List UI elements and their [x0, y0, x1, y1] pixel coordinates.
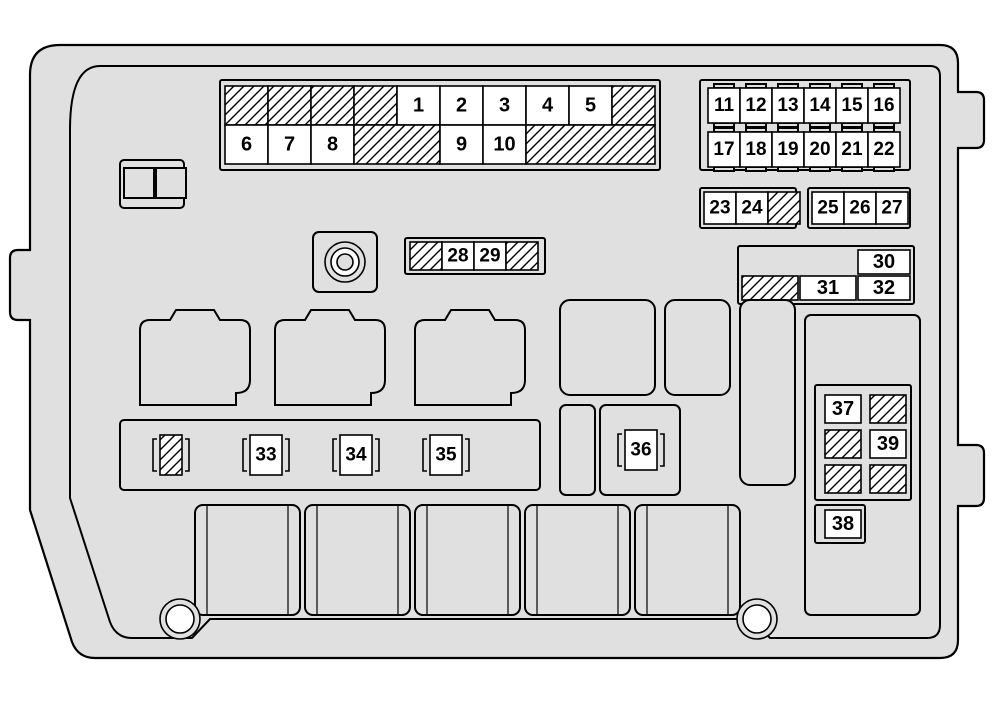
fuse-blank — [354, 86, 397, 125]
fuse-blank — [768, 192, 800, 224]
fuse-label-18: 18 — [745, 139, 766, 160]
fuse-label-36: 36 — [630, 440, 651, 461]
fuse-label-17: 17 — [713, 139, 734, 160]
fuse-label-28: 28 — [447, 246, 468, 267]
fuse-label-25: 25 — [817, 198, 839, 219]
fuse-blank — [311, 86, 354, 125]
fuse-label-21: 21 — [841, 139, 863, 160]
fuse-blank — [825, 430, 861, 458]
relay — [140, 310, 250, 405]
fuse-label-38: 38 — [832, 513, 854, 535]
fuse-label-3: 3 — [499, 95, 510, 117]
fuse-label-27: 27 — [881, 198, 902, 219]
fuse-blank — [268, 86, 311, 125]
fuse-label-1: 1 — [413, 95, 424, 117]
fuse-label-31: 31 — [817, 277, 839, 299]
fuse-label-32: 32 — [873, 277, 895, 299]
fuse-label-24: 24 — [741, 198, 763, 219]
fuse-slot — [742, 276, 798, 300]
fuse-label-34: 34 — [345, 445, 367, 466]
fuse-blank — [225, 86, 268, 125]
fuse-label-33: 33 — [255, 445, 276, 466]
fuse-label-7: 7 — [284, 134, 295, 156]
fuse-label-39: 39 — [877, 433, 899, 455]
fuse-label-13: 13 — [777, 95, 798, 116]
fuse-label-2: 2 — [456, 95, 467, 117]
fuse-label-6: 6 — [241, 134, 252, 156]
fuse-blank — [825, 465, 861, 493]
fuse-label-14: 14 — [809, 95, 831, 116]
fuse-label-15: 15 — [841, 95, 863, 116]
fuse-label-19: 19 — [777, 139, 798, 160]
fuse-slot — [354, 125, 440, 164]
fuse-slot — [526, 125, 655, 164]
fuse-label-5: 5 — [585, 95, 596, 117]
fuse-label-26: 26 — [849, 198, 870, 219]
fuse-label-29: 29 — [479, 246, 500, 267]
fuse-blank — [870, 465, 906, 493]
fuse-label-8: 8 — [327, 134, 338, 156]
fuse-blank — [160, 435, 182, 475]
fuse-label-9: 9 — [456, 134, 467, 156]
relay — [415, 310, 525, 405]
fuse-blank — [506, 242, 538, 270]
fuse-label-35: 35 — [435, 445, 457, 466]
fuse-label-30: 30 — [873, 251, 895, 273]
fuse-label-10: 10 — [493, 134, 515, 156]
fuse-label-20: 20 — [809, 139, 830, 160]
fuse-box-diagram: 1234567891011121314151617181920212223242… — [0, 0, 998, 707]
relay — [275, 310, 385, 405]
fuse-label-12: 12 — [745, 95, 766, 116]
fuse-label-4: 4 — [542, 95, 554, 117]
fuse-label-11: 11 — [714, 95, 735, 116]
fuse-blank — [410, 242, 442, 270]
fuse-label-37: 37 — [832, 398, 854, 420]
fuse-slot — [612, 86, 655, 125]
fuse-label-23: 23 — [709, 198, 730, 219]
fuse-label-22: 22 — [873, 139, 894, 160]
fuse-label-16: 16 — [873, 95, 894, 116]
fuse-blank — [870, 395, 906, 423]
